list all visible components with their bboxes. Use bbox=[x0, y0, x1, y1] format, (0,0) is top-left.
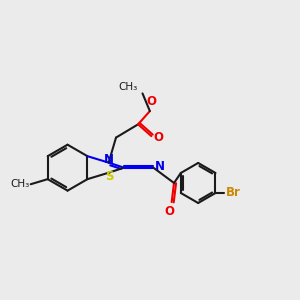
Text: CH₃: CH₃ bbox=[10, 179, 29, 189]
Text: O: O bbox=[154, 131, 164, 144]
Text: S: S bbox=[105, 170, 113, 183]
Text: Br: Br bbox=[226, 187, 241, 200]
Text: O: O bbox=[164, 205, 174, 218]
Text: CH₃: CH₃ bbox=[119, 82, 138, 92]
Text: O: O bbox=[146, 95, 156, 108]
Text: N: N bbox=[155, 160, 165, 173]
Text: N: N bbox=[104, 153, 114, 166]
